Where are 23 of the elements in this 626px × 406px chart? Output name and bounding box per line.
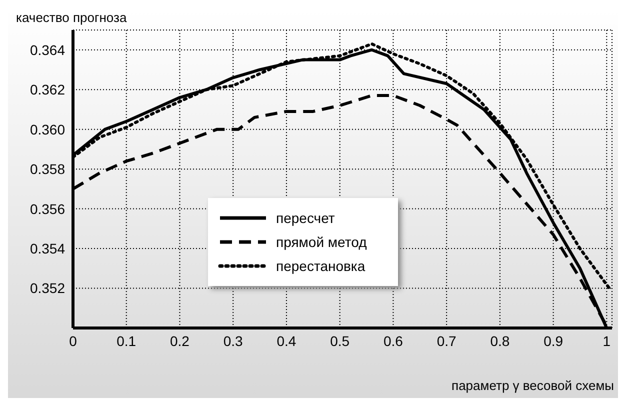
x-tick-label: 0.9	[544, 332, 564, 349]
legend-label: прямой метод	[276, 233, 367, 252]
legend-label: пересчет	[276, 209, 335, 228]
y-axis-title: качество прогноза	[16, 10, 128, 25]
x-tick-label: 0.2	[170, 332, 190, 349]
x-tick-label: 0.8	[490, 332, 510, 349]
y-tick-label: 0.360	[30, 121, 66, 138]
x-tick-label: 0.5	[330, 332, 350, 349]
y-tick-label: 0.352	[30, 280, 66, 296]
x-tick-label: 0.6	[383, 332, 404, 349]
x-tick-label: 0.4	[276, 332, 296, 349]
x-tick-label: 0.3	[223, 332, 244, 349]
x-tick-label: 1	[602, 332, 611, 349]
x-tick-label: 0.1	[116, 332, 136, 349]
y-tick-label: 0.356	[30, 200, 66, 217]
y-tick-label: 0.362	[30, 82, 66, 98]
y-tick-label: 0.358	[30, 161, 66, 178]
x-axis-title: параметр γ весовой схемы	[452, 378, 614, 393]
y-tick-label: 0.364	[30, 42, 66, 58]
y-tick-label: 0.354	[30, 240, 66, 257]
x-tick-label: 0	[69, 332, 78, 349]
x-tick-label: 0.7	[436, 332, 457, 349]
legend-label: перестановка	[276, 257, 366, 276]
